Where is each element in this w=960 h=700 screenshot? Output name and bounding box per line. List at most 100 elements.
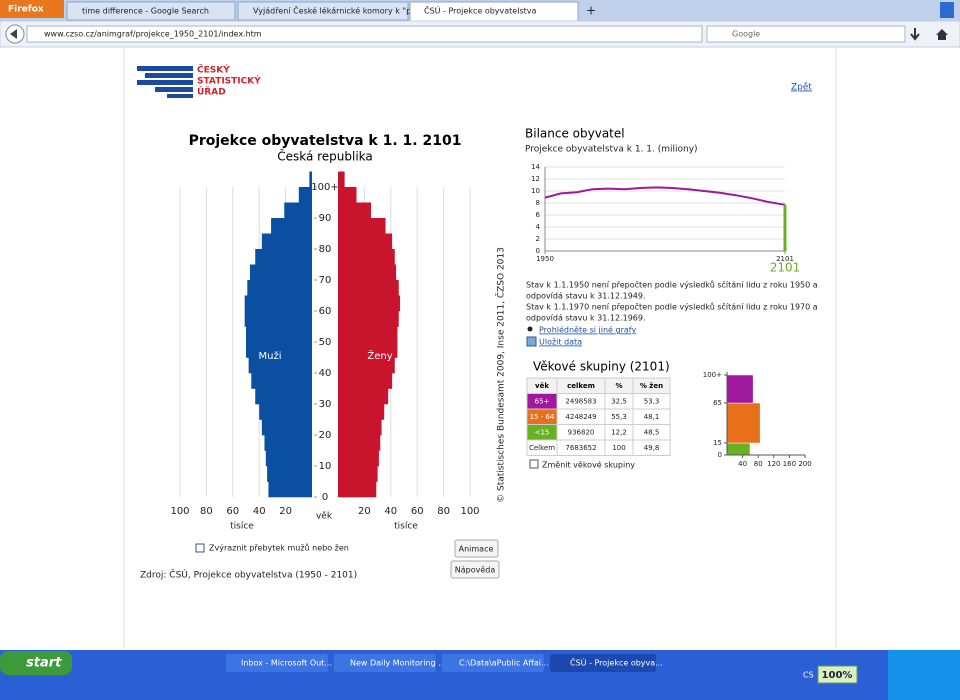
y-tick-label: 80 <box>319 244 332 255</box>
task-label: C:\Data\aPublic Affai... <box>459 659 549 668</box>
bar-female <box>338 466 378 482</box>
task-button-active[interactable] <box>550 654 656 672</box>
button[interactable] <box>450 560 500 579</box>
table-text: věk <box>535 382 549 390</box>
y-tick-label: 50 <box>319 337 332 348</box>
table-text: <15 <box>535 428 550 436</box>
table-text: 7683652 <box>565 444 596 452</box>
language: CS <box>803 671 814 680</box>
zoom: 100% <box>822 670 853 681</box>
table-text: celkem <box>567 382 595 390</box>
y-tick-label: 14 <box>531 163 540 171</box>
checkbox[interactable] <box>195 543 205 553</box>
note: odpovídá stavu k 31.12.1969. <box>526 314 646 323</box>
table-text: 48,5 <box>644 428 660 436</box>
button[interactable] <box>454 539 499 558</box>
x-tick-label: 40 <box>738 460 747 468</box>
note: odpovídá stavu k 31.12.1949. <box>526 292 646 301</box>
y-tick-label: 65 <box>713 399 722 407</box>
tab-title: Vyjádření České lékárnické komory k "poz… <box>253 5 428 16</box>
table-text: 936820 <box>568 428 595 436</box>
bar-female <box>338 435 381 451</box>
bar-female <box>338 264 397 281</box>
bar-male <box>261 419 312 436</box>
home-icon[interactable] <box>936 29 948 40</box>
tab[interactable] <box>237 1 409 21</box>
checkbox[interactable] <box>529 459 539 469</box>
logo-stripe <box>167 94 193 98</box>
new-tab[interactable]: + <box>586 4 596 18</box>
menu-icon[interactable] <box>940 2 954 18</box>
tab-title: time difference - Google Search <box>82 7 209 16</box>
bar-male <box>251 373 312 389</box>
firefox-button[interactable] <box>0 0 64 18</box>
tray <box>888 650 960 700</box>
bar-female <box>338 280 399 296</box>
bar-female <box>338 218 386 234</box>
x-tick-label: 40 <box>384 506 397 517</box>
bar-female <box>338 373 393 389</box>
chart-title: Projekce obyvatelstva k 1. 1. 2101 <box>189 133 462 149</box>
current-bar <box>783 204 787 251</box>
table-text: % žen <box>640 382 663 390</box>
url-bar[interactable] <box>26 25 703 43</box>
task-button[interactable] <box>442 654 544 672</box>
y-tick-label: 2 <box>536 235 540 243</box>
table-text: 12,2 <box>611 428 627 436</box>
x-tick-label: 100 <box>460 506 479 517</box>
bar-female <box>338 202 371 219</box>
button-label: Animace <box>459 545 494 554</box>
bar-male <box>244 295 312 312</box>
x-tick-label: 80 <box>437 506 450 517</box>
logo-stripe <box>145 73 193 78</box>
download-icon[interactable] <box>910 28 920 41</box>
table: věk celkem% % žen 65+ 2498583 32,5 53,3 15 - 64… <box>526 377 671 456</box>
table-text: 15 - 64 <box>530 413 555 421</box>
x-tick-label: 160 <box>783 460 796 468</box>
logo-stripe <box>137 66 193 71</box>
bar-male <box>247 280 312 296</box>
table-text: % <box>615 382 622 390</box>
copyright: © Statistisches Bundesamt 2009, Inse 201… <box>495 247 507 503</box>
logo-text: ÚŘAD <box>197 86 226 98</box>
x-axis-label: tisíce <box>230 522 254 532</box>
y-tick-label: 70 <box>319 275 332 286</box>
bar-male <box>284 202 312 219</box>
link[interactable]: Uložit data <box>539 338 582 347</box>
bar-male <box>249 264 312 281</box>
table-text: Celkem <box>529 444 555 452</box>
bar <box>726 374 754 404</box>
current-year: 2101 <box>770 261 801 275</box>
bar-female <box>338 481 377 498</box>
table-text: 32,5 <box>611 397 627 405</box>
bar-male <box>267 466 312 482</box>
back-link[interactable]: Zpět <box>791 83 812 93</box>
bar-male <box>255 388 312 405</box>
task-button[interactable] <box>226 654 328 672</box>
bar-male <box>255 249 312 265</box>
task-label: New Daily Monitoring ... <box>350 659 446 668</box>
x-tick-label: 1950 <box>536 255 554 263</box>
start-button[interactable] <box>0 651 72 675</box>
chart-title: Bilance obyvatel <box>525 127 625 141</box>
logo-text: STATISTICKÝ <box>197 75 261 87</box>
y-tick-label: 6 <box>536 211 541 219</box>
x-tick-label: 80 <box>200 506 213 517</box>
bar-male <box>261 233 312 250</box>
checkbox-label: Změnit věkové skupiny <box>542 460 635 470</box>
y-tick-label: 90 <box>319 213 332 224</box>
bar-female <box>338 419 382 436</box>
y-tick-label: 40 <box>319 368 332 379</box>
x-tick-label: 80 <box>754 460 763 468</box>
y-axis-label: věk <box>316 512 333 522</box>
back-arrow <box>10 29 17 39</box>
search-box[interactable] <box>706 25 906 43</box>
task-button[interactable] <box>334 654 436 672</box>
bar-male <box>298 187 312 203</box>
x-tick-label: 100 <box>170 506 189 517</box>
tab[interactable] <box>66 1 236 21</box>
y-tick-label: 8 <box>536 199 540 207</box>
checkbox-label: Zvýraznit přebytek mužů nebo žen <box>209 543 349 553</box>
x-tick-label: 20 <box>358 506 371 517</box>
link[interactable]: Prohlédněte si jiné grafy <box>539 325 636 335</box>
